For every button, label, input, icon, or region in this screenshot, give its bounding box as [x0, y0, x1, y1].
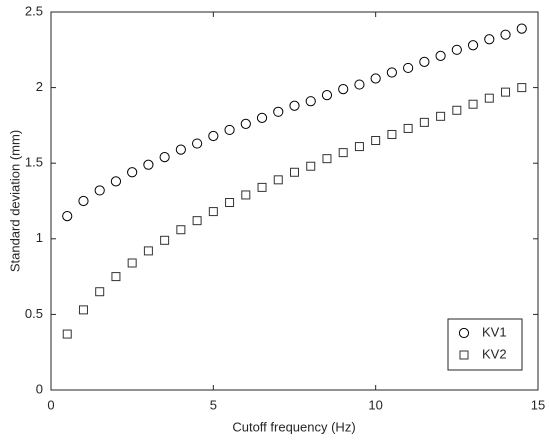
marker	[517, 83, 527, 93]
marker	[176, 225, 186, 235]
axes-box	[50, 11, 539, 391]
marker	[273, 175, 283, 185]
marker	[321, 90, 333, 101]
x-tick-label: 10	[368, 397, 382, 412]
marker	[467, 40, 479, 51]
marker	[127, 167, 138, 178]
marker	[452, 105, 462, 115]
marker	[419, 56, 430, 67]
y-tick-label: 2.5	[25, 3, 43, 18]
marker	[273, 106, 284, 117]
marker	[289, 100, 300, 111]
marker	[192, 216, 202, 226]
y-axis-label: Standard deviation (mm)	[7, 130, 22, 272]
marker	[451, 44, 462, 55]
y-tick-label: 0	[36, 381, 43, 396]
marker	[459, 350, 469, 360]
marker	[127, 258, 137, 268]
marker	[208, 130, 219, 142]
marker	[500, 29, 511, 40]
marker	[386, 67, 397, 78]
marker	[436, 111, 446, 121]
marker	[160, 235, 170, 245]
x-axis-label: Cutoff frequency (Hz)	[232, 419, 355, 434]
y-tick-label: 0.5	[25, 306, 43, 321]
marker	[354, 79, 365, 90]
marker	[175, 144, 186, 155]
marker	[95, 287, 105, 297]
x-tick-label: 5	[210, 397, 217, 412]
y-tick-label: 1.5	[25, 155, 43, 170]
marker	[192, 138, 203, 149]
marker	[143, 159, 154, 170]
y-tick-label: 2	[36, 79, 43, 94]
marker	[62, 329, 72, 339]
marker	[240, 118, 251, 129]
marker	[403, 62, 414, 74]
marker	[159, 152, 170, 163]
marker	[225, 198, 235, 208]
marker	[110, 176, 122, 187]
marker	[62, 211, 73, 222]
marker	[257, 182, 267, 192]
marker	[403, 123, 413, 133]
marker	[256, 112, 268, 123]
marker	[501, 87, 511, 97]
marker	[208, 207, 218, 217]
marker	[94, 185, 105, 196]
marker	[484, 34, 495, 45]
x-tick-label: 15	[531, 397, 545, 412]
marker	[419, 117, 429, 127]
marker	[322, 154, 332, 164]
marker	[290, 167, 299, 177]
marker	[458, 327, 470, 339]
marker	[78, 195, 89, 207]
marker	[387, 129, 397, 139]
legend-label: KV2	[482, 346, 507, 361]
marker	[306, 161, 316, 171]
marker	[435, 50, 446, 61]
marker	[224, 124, 235, 136]
marker	[516, 23, 527, 34]
marker	[371, 136, 381, 146]
marker	[143, 246, 153, 256]
y-tick-label: 1	[36, 230, 43, 245]
marker	[78, 305, 88, 315]
marker	[241, 190, 251, 200]
marker	[338, 84, 349, 95]
marker	[305, 96, 316, 107]
marker	[111, 272, 121, 282]
marker	[354, 142, 364, 152]
legend-box	[447, 318, 523, 371]
marker	[468, 99, 478, 109]
x-tick-label: 0	[47, 397, 54, 412]
marker	[484, 93, 494, 103]
marker	[338, 148, 348, 158]
legend-label: KV1	[482, 324, 507, 339]
marker	[370, 73, 381, 84]
